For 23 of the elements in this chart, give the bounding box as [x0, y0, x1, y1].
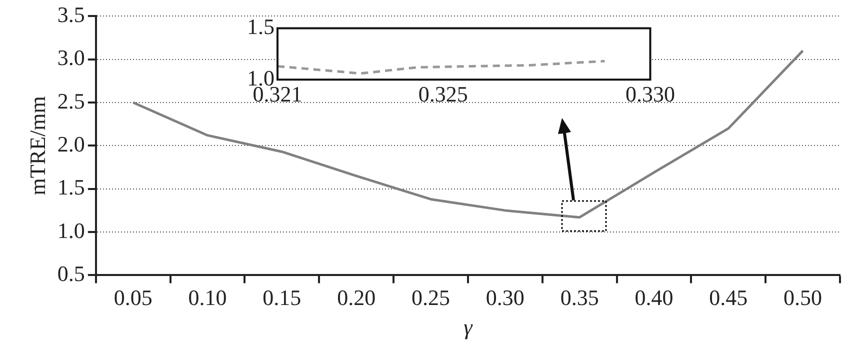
- y-tick-label: 2.0: [57, 131, 85, 156]
- y-tick-label: 2.5: [57, 88, 85, 114]
- x-tick-label: 0.05: [114, 285, 152, 310]
- x-tick-label: 0.50: [784, 285, 822, 310]
- x-tick-label: 0.35: [560, 285, 599, 310]
- x-tick-label: 0.10: [188, 285, 227, 310]
- x-tick-label: 0.40: [634, 285, 674, 310]
- x-tick-label: 0.20: [337, 285, 376, 310]
- x-tick-label: 0.330: [626, 82, 675, 107]
- line-series: [278, 60, 606, 75]
- y-tick-label: 3.5: [57, 2, 85, 27]
- y-axis-title: mTRE/mm: [24, 96, 50, 196]
- x-tick-label: 0.15: [262, 285, 302, 310]
- y-tick-label: 3.0: [57, 45, 85, 70]
- x-tick-label: 0.25: [411, 285, 450, 310]
- y-tick-label: 1.5: [57, 174, 85, 200]
- x-tick-label: 0.45: [709, 285, 748, 310]
- x-tick-label: 0.30: [486, 285, 524, 310]
- y-tick-label: 1.0: [57, 218, 85, 243]
- y-tick-label: 1.5: [247, 14, 274, 39]
- x-tick-label: 0.325: [418, 82, 468, 107]
- x-axis-title: γ: [464, 314, 474, 340]
- y-tick-label: 0.5: [57, 260, 85, 286]
